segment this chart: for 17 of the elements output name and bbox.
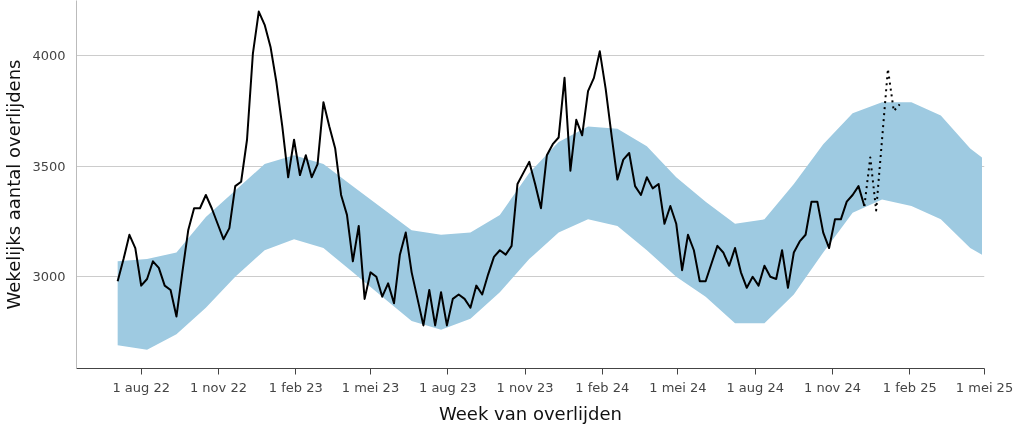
- y-tick-label: 3500: [32, 158, 66, 174]
- x-tick-label: 1 aug 24: [726, 379, 784, 395]
- x-tick-label: 1 feb 25: [882, 379, 937, 395]
- x-tick-label: 1 mei 23: [341, 379, 400, 395]
- x-tick-label: 1 mei 25: [955, 379, 1014, 395]
- x-tick-label: 1 aug 23: [419, 379, 477, 395]
- y-axis-title: Wekelijks aantal overlijdens: [3, 59, 25, 310]
- x-axis-title: Week van overlijden: [439, 402, 622, 424]
- y-tick-label: 3000: [32, 269, 66, 285]
- y-tick-label: 4000: [32, 48, 66, 64]
- x-tick-label: 1 nov 23: [496, 379, 554, 395]
- x-tick-label: 1 feb 24: [575, 379, 630, 395]
- x-tick-label: 1 aug 22: [112, 379, 170, 395]
- x-tick-label: 1 nov 22: [189, 379, 247, 395]
- x-tick-label: 1 nov 24: [803, 379, 861, 395]
- x-tick-label: 1 mei 24: [649, 379, 707, 395]
- x-tick-label: 1 feb 23: [268, 379, 323, 395]
